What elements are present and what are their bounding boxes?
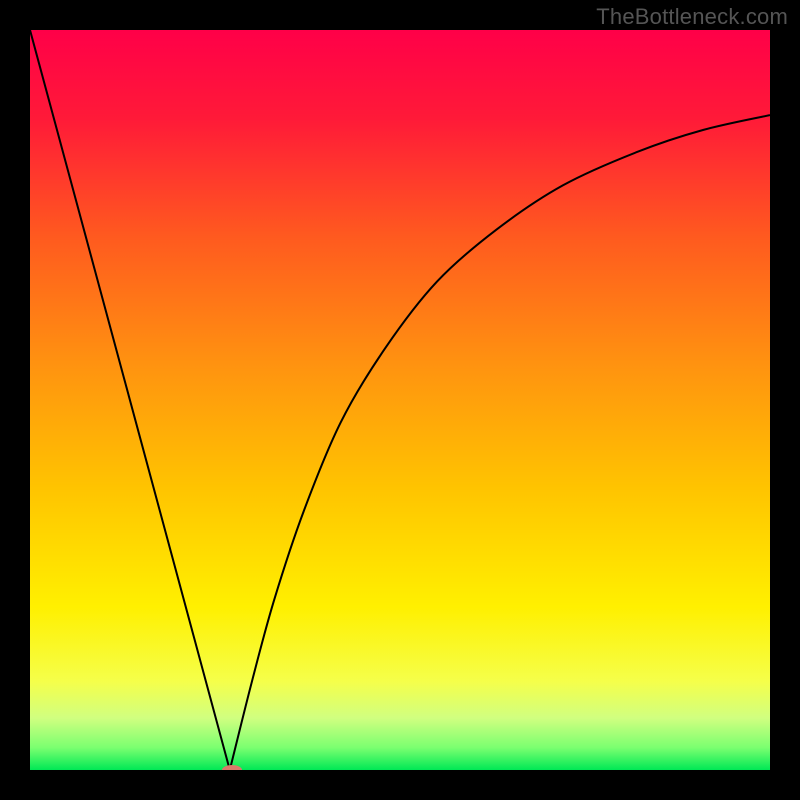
- watermark-text: TheBottleneck.com: [596, 4, 788, 30]
- chart-container: TheBottleneck.com: [0, 0, 800, 800]
- gradient-background: [30, 30, 770, 770]
- bottleneck-chart: [0, 0, 800, 800]
